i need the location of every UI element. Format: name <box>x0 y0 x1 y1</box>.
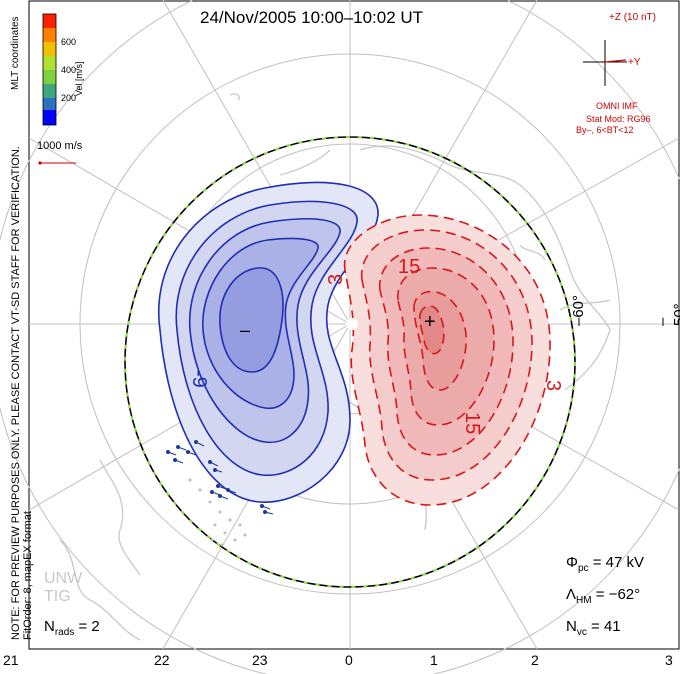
potential-min-marker: – <box>240 320 250 340</box>
imf-clock-dial <box>583 40 627 86</box>
positive-convection-cell <box>343 214 551 506</box>
coordinate-system-label: MLT coordinates <box>10 16 21 90</box>
latitude-label-60: –60° <box>570 294 587 326</box>
nrads-symbol: N <box>44 618 55 635</box>
colorbar-tick-200: 200 <box>61 93 77 103</box>
hm-boundary-dash <box>123 135 577 589</box>
phi-symbol: Φ <box>566 554 578 571</box>
mlt-tick-21: 21 <box>3 652 19 668</box>
backscatter-grid-points <box>188 478 247 547</box>
stat-phi-pc: Φpc = 47 kV <box>566 554 644 574</box>
stat-n-vc: Nvc = 41 <box>566 618 621 638</box>
stat-lambda-hm: ΛHM = −62° <box>566 586 640 606</box>
nvc-value: = 41 <box>591 618 621 635</box>
stat-model-label: Stat Mod: RG96 <box>586 114 651 124</box>
nrads-sub: rads <box>54 627 75 638</box>
pole-marker <box>346 318 358 330</box>
phi-value: = 47 kV <box>592 554 644 571</box>
mlt-tick-22: 22 <box>154 652 170 668</box>
mlt-tick-3: 3 <box>665 652 673 668</box>
contour-label-pos-3-top: 3 <box>325 274 347 285</box>
fit-order-label: FitOrder: 8, mapEX format <box>22 511 34 640</box>
mlt-tick-2: 2 <box>531 652 539 668</box>
map-title: 24/Nov/2005 10:00–10:02 UT <box>200 8 424 27</box>
contour-label-pos-3-right: 3 <box>542 380 564 391</box>
velocity-scale-label: 1000 m/s <box>37 140 83 152</box>
negative-convection-cell <box>157 181 379 503</box>
watermark-line-2: TIG <box>44 588 71 605</box>
mlt-tick-0: 0 <box>345 652 353 668</box>
colorbar-tick-600: 600 <box>61 37 77 47</box>
velocity-scale-vector <box>38 161 76 165</box>
mlt-tick-23: 23 <box>252 652 268 668</box>
lambda-symbol: Λ <box>566 586 577 603</box>
phi-sub: pc <box>577 563 589 574</box>
watermark: UNW TIG <box>44 570 82 606</box>
nrads-value: = 2 <box>78 618 100 635</box>
lambda-sub: HM <box>576 595 592 606</box>
imf-z-label: +Z (10 nT) <box>609 12 656 23</box>
colorbar-tick-400: 400 <box>61 65 77 75</box>
stat-n-rads: Nrads = 2 <box>44 618 100 638</box>
nvc-symbol: N <box>566 618 577 635</box>
mlt-tick-1: 1 <box>430 652 438 668</box>
stat-bin-label: By–, 6<BT<12 <box>576 125 634 135</box>
imf-y-label: +Y <box>628 57 641 68</box>
nvc-sub: vc <box>576 627 587 638</box>
contour-label-pos-15-bottom: 15 <box>461 412 483 434</box>
colorbar-units: Vel [m/s] <box>74 61 84 96</box>
colorbar <box>42 13 57 126</box>
preview-note: NOTE: FOR PREVIEW PURPOSES ONLY. PLEASE … <box>10 146 22 640</box>
velocity-vectors <box>166 440 274 515</box>
watermark-line-1: UNW <box>44 570 83 587</box>
lambda-value: = −62° <box>595 586 641 603</box>
imf-source-label: OMNI IMF <box>596 101 638 111</box>
plot-frame <box>28 0 680 650</box>
contour-label-neg-9: -9 <box>188 370 210 388</box>
contour-label-pos-15-top: 15 <box>398 256 420 278</box>
potential-max-marker: + <box>424 311 436 333</box>
latitude-label-50: –50° <box>654 303 680 326</box>
